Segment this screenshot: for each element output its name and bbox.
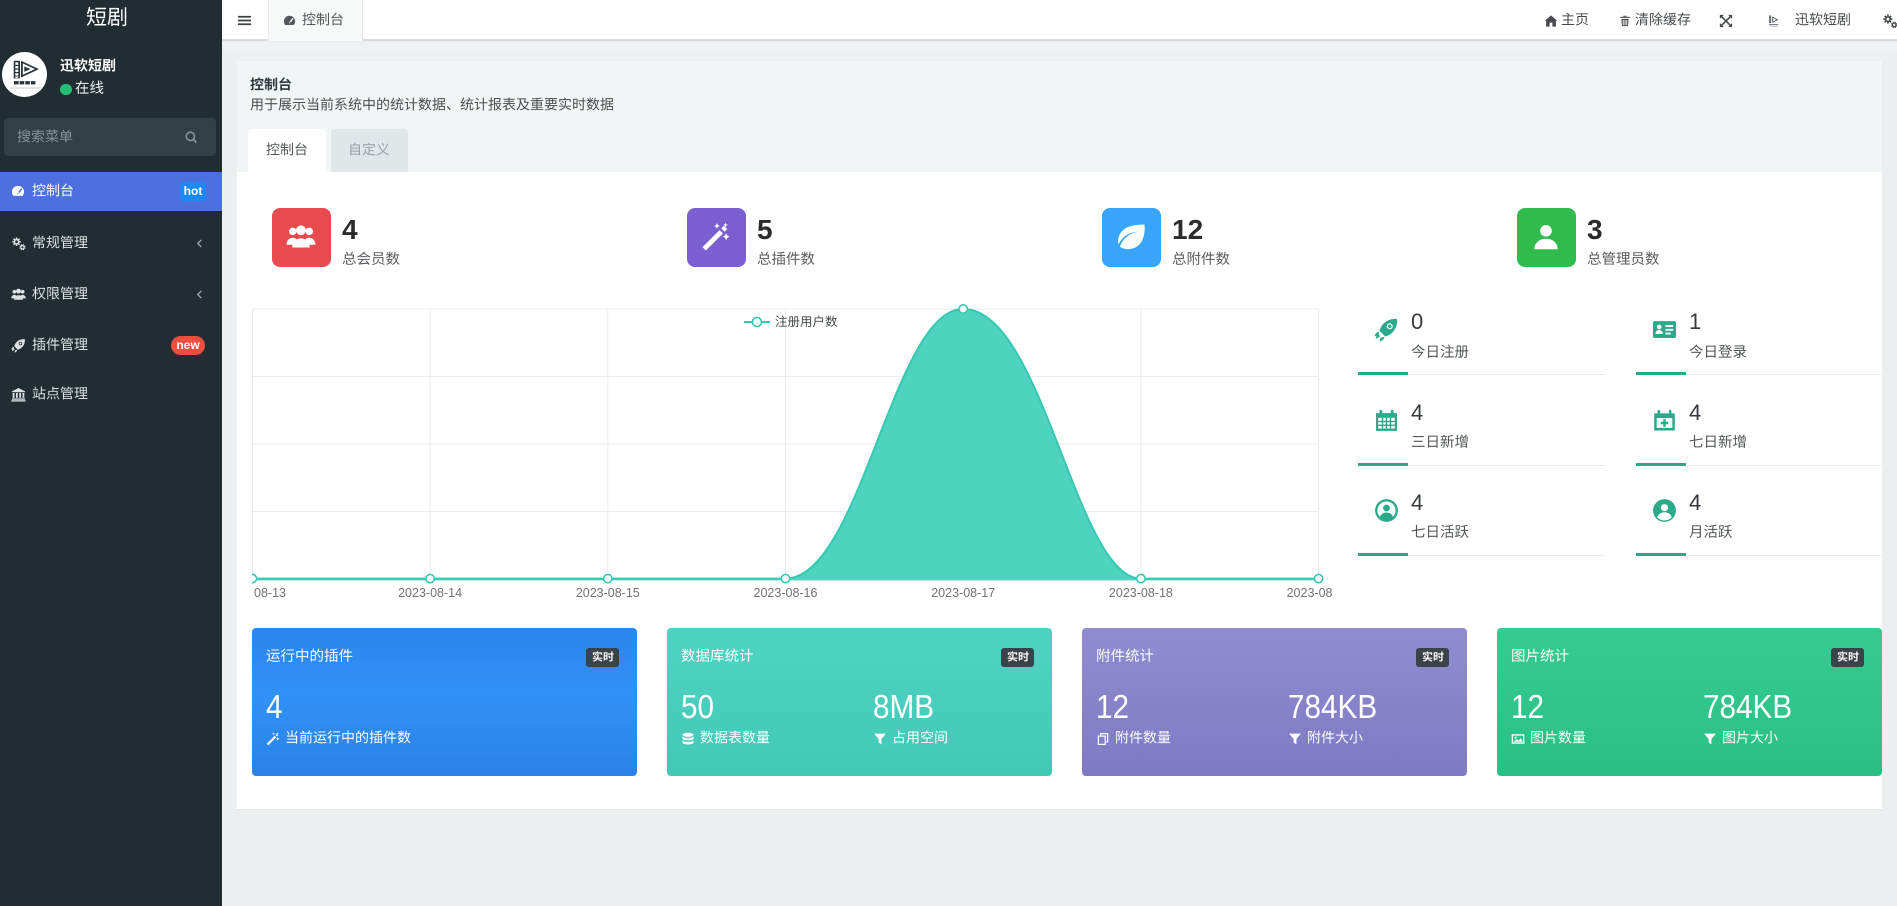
svg-text:2023-08-18: 2023-08-18 — [1109, 586, 1173, 600]
svg-text:2023-08-19: 2023-08-19 — [1287, 586, 1333, 600]
svg-text:2023-08-16: 2023-08-16 — [754, 586, 818, 600]
svg-text:08-13: 08-13 — [254, 586, 286, 600]
svg-text:2023-08-14: 2023-08-14 — [398, 586, 462, 600]
svg-text:2023-08-17: 2023-08-17 — [931, 586, 995, 600]
svg-text:2023-08-15: 2023-08-15 — [576, 586, 640, 600]
